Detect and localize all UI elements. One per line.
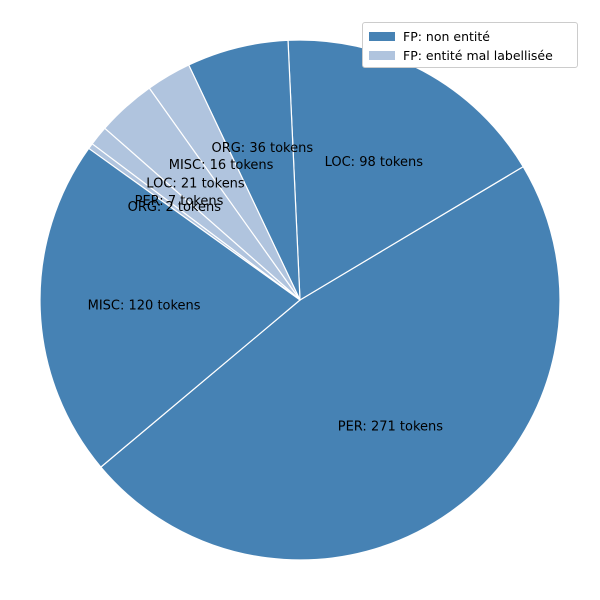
legend-entry-mislabeled-entity: FP: entité mal labellisée (369, 46, 571, 65)
pie-slice-label-2: ORG: 36 tokens (211, 141, 313, 156)
legend-entry-non-entity: FP: non entité (369, 27, 571, 46)
pie-slices (39, 39, 561, 561)
pie-slice-label-3: MISC: 16 tokens (169, 158, 274, 173)
legend: FP: non entité FP: entité mal labellisée (362, 22, 578, 68)
pie-slice-label-1: LOC: 98 tokens (325, 155, 424, 170)
legend-label-non-entity: FP: non entité (403, 29, 490, 44)
pie-slice-label-7: MISC: 120 tokens (88, 298, 201, 313)
pie-slice-label-6: ORG: 2 tokens (128, 200, 222, 215)
pie-slice-7 (39, 147, 301, 468)
pie-slice-label-4: LOC: 21 tokens (146, 177, 245, 192)
legend-swatch-non-entity (369, 32, 395, 41)
pie-slice-1 (287, 39, 525, 302)
pie-slice-0 (99, 165, 561, 561)
pie-slice-label-0: PER: 271 tokens (338, 420, 443, 435)
pie-labels: PER: 271 tokens LOC: 98 tokens ORG: 36 tok… (88, 141, 444, 435)
legend-label-mislabeled-entity: FP: entité mal labellisée (403, 48, 553, 63)
legend-swatch-mislabeled-entity (369, 51, 395, 60)
pie-slice-label-5: PER: 7 tokens (135, 194, 224, 209)
